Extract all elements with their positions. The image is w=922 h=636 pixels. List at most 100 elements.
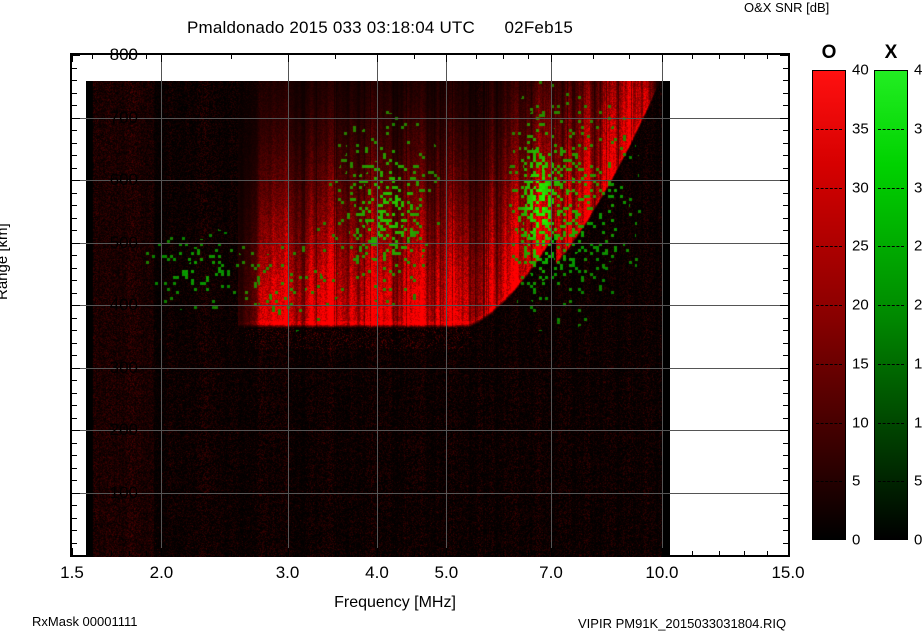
page-title: Pmaldonado 2015 033 03:18:04 UTC 02Feb15	[186, 18, 574, 37]
axis-tick	[780, 180, 789, 181]
axis-tick	[71, 230, 77, 231]
axis-tick	[71, 192, 77, 194]
axis-tick	[161, 548, 163, 556]
axis-tick	[783, 330, 789, 331]
axis-tick	[71, 330, 77, 331]
y-axis-title: Range [km]	[0, 223, 11, 300]
y-tick-label: 300	[109, 357, 138, 377]
axis-tick	[446, 54, 448, 62]
axis-tick	[71, 380, 77, 381]
colorbar-tick-label: 10	[852, 414, 869, 431]
axis-tick	[783, 505, 789, 506]
axis-tick-minor	[335, 551, 337, 556]
axis-tick	[71, 67, 77, 69]
axis-tick-minor	[476, 551, 478, 556]
axis-tick	[71, 155, 77, 156]
colorbar-tick-label: 25	[914, 237, 922, 255]
axis-tick	[783, 355, 789, 356]
axis-tick	[71, 217, 77, 219]
colorbar-tick-label: 10	[914, 414, 922, 431]
axis-tick	[783, 467, 789, 469]
colorbar-o: O 0 5 10 15 20 25 30 35 40	[812, 42, 869, 549]
axis-tick	[783, 267, 789, 269]
axis-tick	[780, 492, 789, 494]
colorbar-tick	[878, 187, 904, 190]
y-tick-label: 800	[109, 45, 138, 64]
axis-tick	[783, 442, 789, 444]
axis-tick-minor	[503, 54, 505, 59]
axis-tick	[780, 430, 789, 431]
axis-tick	[71, 317, 77, 319]
axis-tick-minor	[527, 54, 529, 59]
axis-tick	[71, 80, 77, 81]
axis-tick	[71, 242, 80, 244]
axis-tick	[71, 180, 80, 181]
colorbar-o-title: O	[821, 42, 837, 63]
axis-tick-minor	[743, 551, 745, 556]
colorbar-x-title: X	[884, 42, 898, 63]
y-tick-label: 700	[109, 107, 138, 127]
axis-tick	[783, 542, 789, 544]
axis-tick-minor	[592, 551, 594, 556]
y-tick-label: 400	[109, 295, 138, 314]
axis-tick	[783, 342, 789, 344]
axis-tick	[783, 130, 789, 131]
axis-tick	[783, 392, 789, 394]
colorbar-x: X 0 5 10 15 20 25 30 35 40	[874, 42, 922, 549]
axis-tick	[71, 105, 77, 106]
axis-tick	[783, 255, 789, 256]
colorbar-tick-label: 15	[914, 355, 922, 373]
y-tick-label: 100	[109, 482, 138, 502]
axis-tick	[783, 317, 789, 319]
gridline-horizontal	[72, 180, 788, 181]
axis-tick-minor	[527, 551, 529, 556]
rxmask-label: RxMask 00001111	[32, 614, 138, 629]
axis-tick	[551, 548, 552, 556]
axis-tick	[71, 530, 77, 531]
colorbar-tick-label: 40	[852, 61, 869, 79]
axis-tick	[71, 267, 77, 269]
axis-tick	[783, 192, 789, 194]
x-tick-label: 4.0	[365, 563, 389, 582]
axis-tick	[783, 530, 789, 531]
axis-tick	[71, 117, 80, 119]
axis-tick	[783, 455, 789, 456]
colorbar-tick	[816, 128, 842, 131]
axis-tick	[780, 55, 789, 56]
colorbar-tick	[878, 246, 904, 248]
axis-tick	[780, 305, 789, 306]
axis-tick	[71, 455, 77, 456]
axis-tick-minor	[691, 551, 693, 556]
y-tick-label: 500	[109, 232, 138, 252]
gridline-horizontal	[72, 492, 788, 494]
axis-tick	[788, 548, 789, 556]
colorbar-tick-label: 35	[914, 120, 922, 138]
axis-tick	[783, 167, 789, 169]
axis-tick	[783, 280, 789, 281]
axis-tick	[71, 92, 77, 94]
colorbar-tick-label: 0	[852, 531, 861, 549]
axis-tick	[71, 467, 77, 469]
axis-tick-minor	[476, 54, 478, 59]
axis-tick	[783, 230, 789, 231]
axis-tick	[788, 54, 789, 62]
axis-tick	[783, 205, 789, 206]
gridline-horizontal	[72, 367, 788, 369]
axis-tick-minor	[110, 54, 112, 59]
axis-tick	[72, 54, 73, 62]
colorbar-tick-label: 35	[852, 120, 869, 138]
colorbar-supertitle: O&X SNR [dB]	[744, 0, 830, 15]
axis-tick-minor	[413, 54, 415, 59]
axis-tick	[780, 367, 789, 369]
axis-tick-minor	[128, 551, 130, 556]
axis-tick	[71, 355, 77, 356]
axis-tick	[71, 442, 77, 444]
x-tick-label: 5.0	[434, 563, 459, 582]
file-info-label: VIPIR PM91K_2015033031804.RIQ	[578, 616, 787, 631]
axis-tick	[71, 280, 77, 281]
axis-tick	[71, 480, 77, 481]
axis-tick	[783, 155, 789, 156]
ionogram-heatmap	[86, 81, 670, 557]
axis-tick-minor	[629, 54, 631, 59]
axis-tick-minor	[743, 54, 745, 59]
